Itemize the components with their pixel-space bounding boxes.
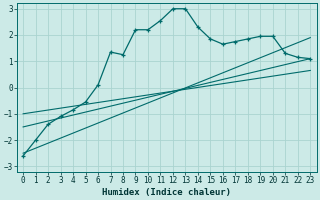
- X-axis label: Humidex (Indice chaleur): Humidex (Indice chaleur): [102, 188, 231, 197]
